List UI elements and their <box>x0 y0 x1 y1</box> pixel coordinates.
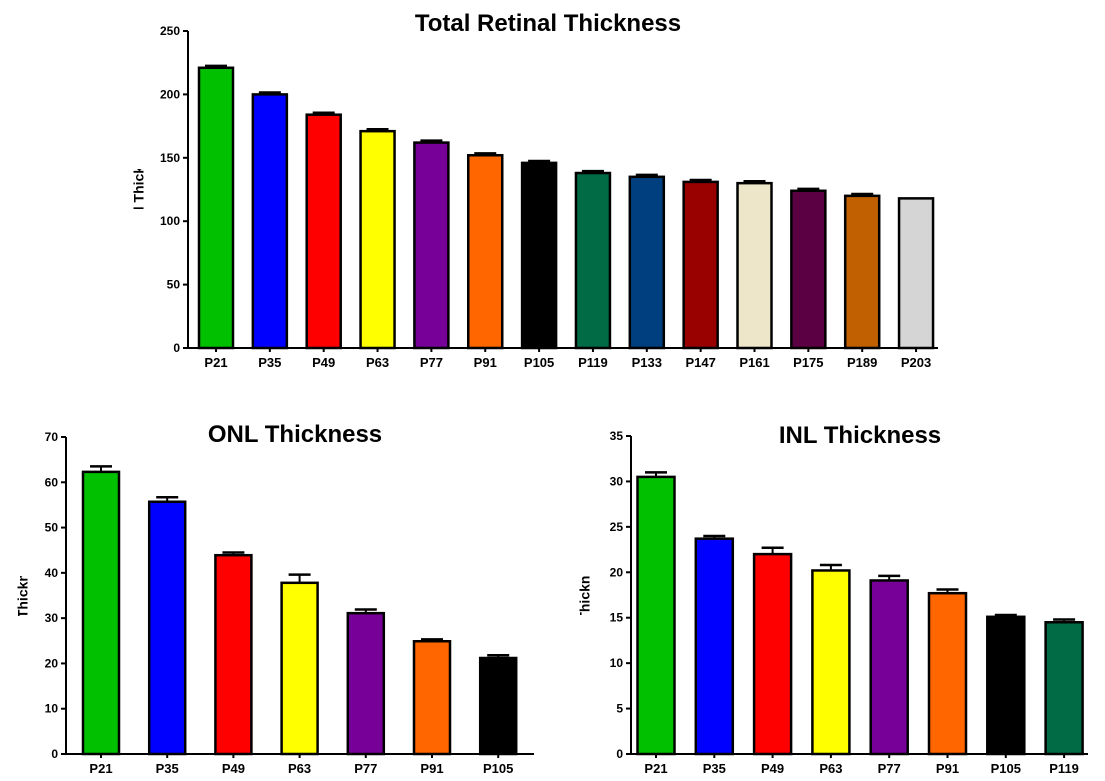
bar-P119 <box>1044 621 1084 756</box>
x-tick-label: P21 <box>204 355 227 370</box>
bar-P189 <box>843 194 881 350</box>
bar-P63 <box>359 129 396 350</box>
x-tick-label: P105 <box>524 355 554 370</box>
bar-P175 <box>790 189 827 350</box>
bar-P147 <box>682 180 719 350</box>
chart-0: Total Retinal Thickness Average Retinal T… <box>131 10 938 370</box>
bar-P35 <box>251 93 289 350</box>
y-tick-label: 30 <box>45 611 59 625</box>
x-tick-label: P91 <box>474 355 497 370</box>
bar-P91 <box>927 591 968 756</box>
bar-P105 <box>520 161 558 350</box>
y-tick-label: 250 <box>160 24 180 38</box>
y-tick-label: 20 <box>45 656 59 670</box>
x-tick-label: P77 <box>354 761 377 776</box>
y-tick-label: 50 <box>167 278 181 292</box>
y-tick-label: 35 <box>610 429 624 443</box>
y-tick-label: 100 <box>160 214 180 228</box>
bar-P21 <box>197 66 235 350</box>
y-tick-label: 5 <box>616 702 623 716</box>
chart-title: Total Retinal Thickness <box>415 10 681 37</box>
x-tick-label: P21 <box>644 761 667 776</box>
chart-title: ONL Thickness <box>208 421 382 448</box>
x-tick-label: P119 <box>1049 761 1079 776</box>
x-tick-label: P161 <box>739 355 769 370</box>
bar-P49 <box>752 552 793 756</box>
y-tick-label: 70 <box>45 430 59 444</box>
bar-P63 <box>811 569 851 756</box>
bar-P161 <box>736 181 773 350</box>
x-tick-label: P119 <box>578 355 608 370</box>
bar-P21 <box>81 470 121 756</box>
y-tick-label: 200 <box>160 87 180 101</box>
bar-P49 <box>214 553 253 756</box>
x-tick-label: P105 <box>991 761 1021 776</box>
bar-P77 <box>346 611 386 756</box>
bar-P119 <box>574 171 612 350</box>
y-tick-label: 25 <box>610 520 624 534</box>
y-axis-label: Average ONL Thickness (microns) <box>15 482 31 710</box>
y-tick-label: 50 <box>45 521 59 535</box>
x-tick-label: P91 <box>420 761 443 776</box>
bar-P105 <box>478 656 518 756</box>
y-tick-label: 60 <box>45 475 59 489</box>
x-tick-label: P63 <box>819 761 842 776</box>
chart-2: INL Thickness Average INL Thickness (micr… <box>577 422 1088 776</box>
x-tick-label: P77 <box>420 355 443 370</box>
x-tick-label: P35 <box>703 761 726 776</box>
bar-P105 <box>986 615 1026 756</box>
y-axis-label: Average Retinal Thickness (microns) <box>131 66 147 311</box>
x-tick-label: P63 <box>366 355 389 370</box>
x-tick-label: P35 <box>156 761 179 776</box>
y-tick-label: 0 <box>173 341 180 355</box>
x-tick-label: P35 <box>258 355 281 370</box>
x-tick-label: P203 <box>901 355 931 370</box>
y-axis-label: Average INL Thickness (microns) <box>577 485 593 706</box>
y-tick-label: 30 <box>610 474 624 488</box>
bar-P91 <box>412 639 452 756</box>
bar-P91 <box>467 154 504 350</box>
x-tick-label: P175 <box>793 355 823 370</box>
y-tick-label: 10 <box>45 702 59 716</box>
y-tick-label: 0 <box>51 747 58 761</box>
x-tick-label: P77 <box>878 761 901 776</box>
y-tick-label: 0 <box>616 747 623 761</box>
bar-P133 <box>628 175 666 350</box>
x-tick-label: P105 <box>483 761 513 776</box>
y-tick-label: 20 <box>610 565 624 579</box>
bar-P77 <box>869 579 909 756</box>
bar-P77 <box>413 141 450 350</box>
bar-P35 <box>694 537 735 756</box>
x-tick-label: P91 <box>936 761 959 776</box>
bar-P63 <box>280 581 319 756</box>
bar-P49 <box>305 113 342 350</box>
x-tick-label: P189 <box>847 355 877 370</box>
y-tick-label: 150 <box>160 151 180 165</box>
x-tick-label: P63 <box>288 761 311 776</box>
x-tick-label: P49 <box>312 355 335 370</box>
x-tick-label: P21 <box>89 761 112 776</box>
chart-title: INL Thickness <box>779 422 941 449</box>
x-tick-label: P49 <box>761 761 784 776</box>
y-tick-label: 10 <box>610 656 624 670</box>
x-tick-label: P133 <box>632 355 662 370</box>
bar-P21 <box>636 475 676 756</box>
x-tick-label: P49 <box>222 761 245 776</box>
chart-1: ONL Thickness Average ONL Thickness (micr… <box>15 421 534 776</box>
y-tick-label: 40 <box>45 566 59 580</box>
x-tick-label: P147 <box>685 355 715 370</box>
y-tick-label: 15 <box>610 611 624 625</box>
bar-P203 <box>897 197 935 350</box>
bar-P35 <box>147 500 187 756</box>
